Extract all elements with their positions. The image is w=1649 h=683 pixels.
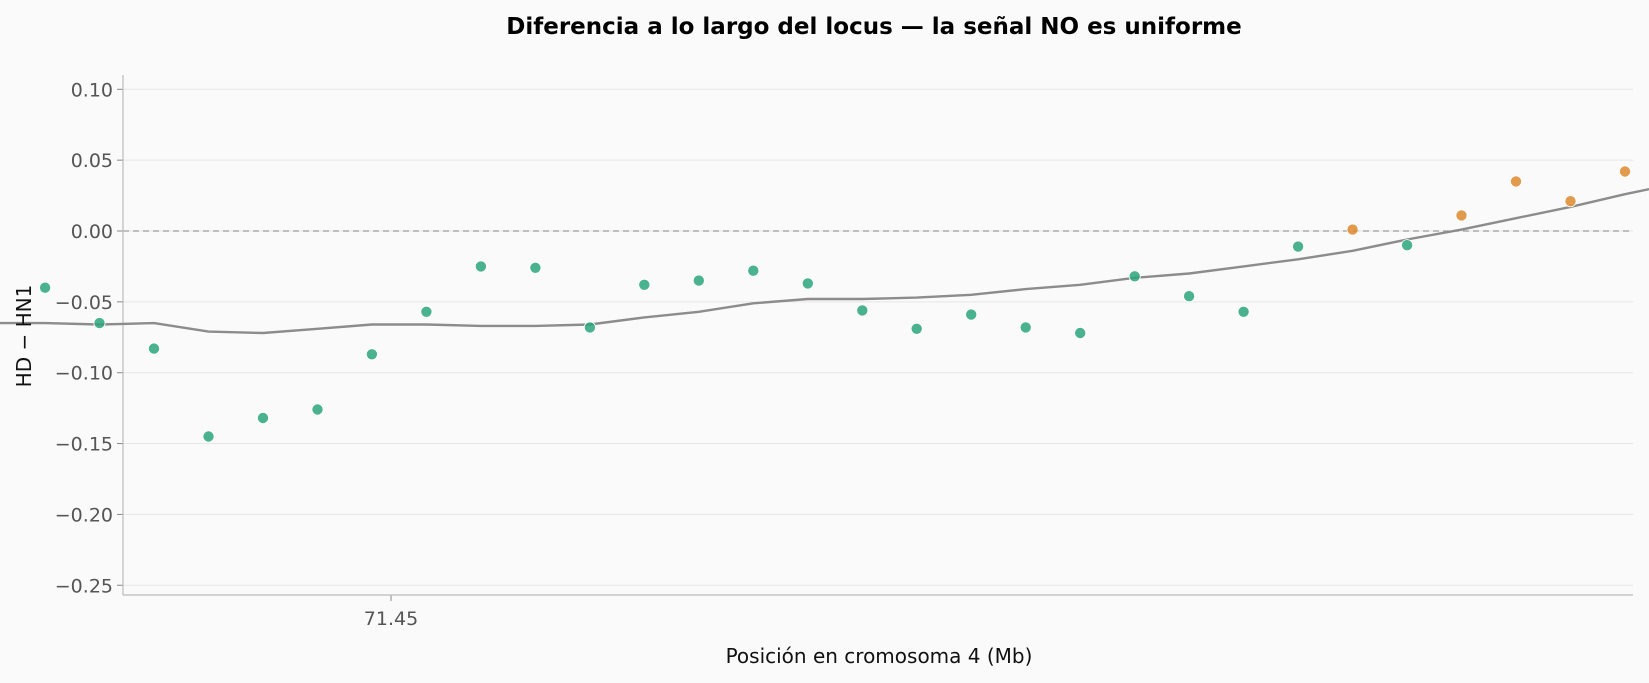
x-tick-label: 71.45 xyxy=(364,608,418,630)
y-axis-label: HD − HN1 xyxy=(12,285,36,388)
y-tick-label: 0.10 xyxy=(71,79,113,101)
neanderthal-point xyxy=(965,308,978,321)
y-tick-label: −0.15 xyxy=(55,434,113,456)
neanderthal-point xyxy=(801,277,814,290)
neanderthal-point xyxy=(529,261,542,274)
y-tick-label: −0.10 xyxy=(55,363,113,385)
neanderthal-point xyxy=(638,278,651,291)
neanderthal-point xyxy=(147,342,160,355)
neanderthal-point xyxy=(692,274,705,287)
axes: 0.10 0.05 0.00 −0.05 −0.10 −0.15 −0.20 −0.25 71.… xyxy=(55,75,1633,630)
neanderthal-point xyxy=(1074,326,1087,339)
neanderthal-point xyxy=(365,348,378,361)
neanderthal-point xyxy=(856,304,869,317)
chart-title: Diferencia a lo largo del locus — la señ… xyxy=(506,14,1241,40)
neanderthal-point xyxy=(583,321,596,334)
neanderthal-point xyxy=(910,322,923,335)
denisovan-point xyxy=(1619,165,1632,178)
neanderthal-point xyxy=(1237,305,1250,318)
neanderthal-point xyxy=(1183,290,1196,303)
neanderthal-point xyxy=(39,281,52,294)
denisovan-point xyxy=(1455,209,1468,222)
y-tick-label: 0.05 xyxy=(71,150,113,172)
denisovan-point xyxy=(1510,175,1523,188)
neanderthal-point xyxy=(1292,240,1305,253)
y-tick-label: −0.05 xyxy=(55,292,113,314)
neanderthal-point xyxy=(93,317,106,330)
neanderthal-point xyxy=(747,264,760,277)
y-tick-label: 0.00 xyxy=(71,221,113,243)
neanderthal-point xyxy=(1401,239,1414,252)
smooth-line-layer xyxy=(0,187,1649,335)
x-axis-label: Posición en cromosoma 4 (Mb) xyxy=(726,644,1033,668)
neanderthal-point xyxy=(311,403,324,416)
y-tick-label: −0.25 xyxy=(55,575,113,597)
neanderthal-point xyxy=(420,305,433,318)
points-layer xyxy=(39,165,1632,443)
y-tick-label: −0.20 xyxy=(55,504,113,526)
denisovan-point xyxy=(1346,223,1359,236)
neanderthal-point xyxy=(1128,270,1141,283)
neanderthal-point xyxy=(1019,321,1032,334)
neanderthal-point xyxy=(474,260,487,273)
neanderthal-point xyxy=(202,430,215,443)
denisovan-point xyxy=(1564,195,1577,208)
smooth-trend-line xyxy=(0,187,1649,335)
neanderthal-point xyxy=(256,411,269,424)
